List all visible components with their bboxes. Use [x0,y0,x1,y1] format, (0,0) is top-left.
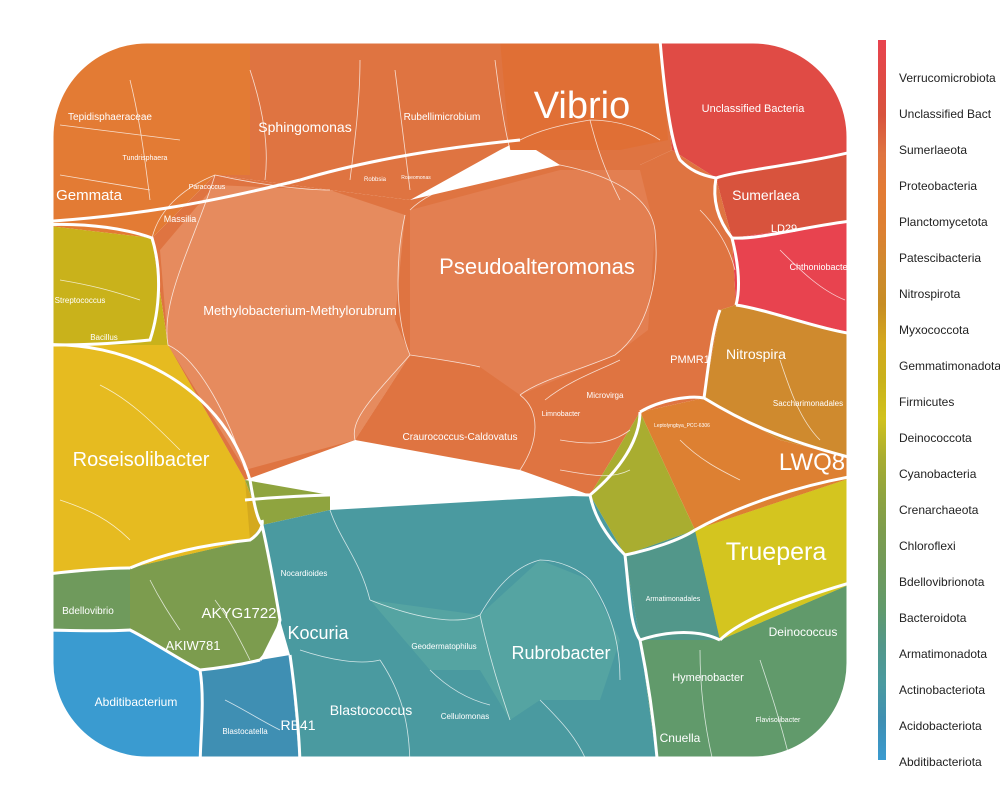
genus-cell [370,560,620,720]
legend-entry: Actinobacteriota [899,683,985,697]
region-firmicutes [52,225,168,345]
genus-cell [52,345,250,575]
region-sumerlaeota [716,150,848,238]
legend-entry: Acidobacteriota [899,719,982,733]
label-roseisolibacter: Roseisolibacter [73,449,210,471]
legend-entry: Firmicutes [899,395,954,409]
genus-cell [695,475,848,640]
region-chloroflexi [130,525,280,670]
label-pseudoalteromonas: Pseudoalteromonas [439,254,635,279]
label-geodermatophilus: Geodermatophilus [411,642,476,651]
label-hymenobacter: Hymenobacter [672,672,744,684]
genus-cell [160,185,410,470]
region-patescibacteria [640,398,848,530]
label-flavisolibacter: Flavisolibacter [756,717,801,724]
region-cyanobacteria [590,412,695,555]
legend-entry: Gemmatimonadota [899,359,1000,373]
legend-entry: Sumerlaeota [899,143,967,157]
legend: Verrucomicrobiota Unclassified Bact Sumerl… [878,40,1000,769]
label-massilia: Massilia [164,214,197,224]
legend-entry: Armatimonadota [899,647,987,661]
label-streptococcus: Streptococcus [55,296,106,305]
label-bacillus: Bacillus [90,333,118,342]
region-bdellovibrionota [52,568,130,630]
treemap-outline [50,40,850,760]
legend-entry: Patescibacteria [899,251,981,265]
label-lwq8: LWQ8 [779,449,845,476]
legend-entry: Nitrospirota [899,287,961,301]
label-leptolyngbya: Leptolyngbya_PCC-6306 [654,423,710,429]
label-deinococcus: Deinococcus [769,625,838,639]
label-sumerlaea: Sumerlaea [732,187,800,203]
legend-entry: Cyanobacteria [899,467,977,481]
legend-entry: Planctomycetota [899,215,988,229]
legend-entry: Deinococcota [899,431,972,445]
label-truepera: Truepera [726,538,827,566]
label-craurococcus: Craurococcus-Caldovatus [402,432,517,443]
label-unclassified-bacteria: Unclassified Bacteria [702,103,806,115]
label-methylobacterium: Methylobacterium-Methylorubrum [203,303,397,318]
legend-entry: Myxococcota [899,323,969,337]
label-tepidisphaeraceae: Tepidisphaeraceae [68,112,152,123]
label-blastococcus: Blastococcus [330,702,412,718]
label-abditibacterium: Abditibacterium [95,695,178,709]
legend-entry: Bdellovibrionota [899,575,985,589]
label-nocardioides: Nocardioides [281,569,328,578]
region-nitrospirota [704,305,848,460]
region-acidobacteriota [200,655,300,758]
genus-cell [410,170,655,395]
label-microvirga: Microvirga [587,391,624,400]
label-rb41: RB41 [280,717,315,733]
region-crenarchaeota [245,480,330,525]
genus-cell [500,42,668,150]
label-rubellimicrobium: Rubellimicrobium [404,112,481,123]
label-limnobacter: Limnobacter [542,411,581,418]
region-armatimonadota [625,530,720,640]
region-verrucomicrobiota [732,220,848,335]
legend-entry: Crenarchaeota [899,503,979,517]
legend-color-bar [878,40,886,760]
legend-entry: Abditibacteriota [899,755,982,769]
label-gemmata: Gemmata [56,187,123,204]
label-ld29: LD29 [771,223,797,235]
region-bacteroidota [640,580,848,758]
label-nitrospira: Nitrospira [726,346,786,362]
treemap-cells [52,42,848,758]
label-roseomonas: Roseomonas [401,175,431,181]
label-pmmr1: PMMR1 [670,354,710,366]
label-rubrobacter: Rubrobacter [511,643,610,663]
legend-entry: Chloroflexi [899,539,956,553]
legend-entry: Bacteroidota [899,611,967,625]
label-kocuria: Kocuria [287,623,349,643]
label-armatimonadales: Armatimonadales [646,596,701,603]
genus-borders [59,59,846,758]
region-proteobacteria [215,42,500,200]
label-cellulomonas: Cellulomonas [441,712,489,721]
label-sphingomonas: Sphingomonas [258,119,351,135]
phylum-borders [52,42,848,758]
label-paracoccus: Paracoccus [189,184,226,191]
label-robbsia: Robbsia [364,177,387,183]
legend-entry: Verrucomicrobiota [899,71,996,85]
label-akyg1722: AKYG1722 [201,605,276,622]
label-bdellovibrio: Bdellovibrio [62,606,114,617]
label-akiw781: AKIW781 [166,638,221,653]
label-blastocatella: Blastocatella [222,727,268,736]
label-chthoniobacter: Chthoniobacter [789,262,850,272]
label-saccharimonadales: Saccharimonadales [773,399,843,408]
legend-entry: Unclassified Bact [899,107,992,121]
legend-entry: Proteobacteria [899,179,977,193]
label-cnuella: Cnuella [660,731,701,745]
label-vibrio: Vibrio [534,85,630,127]
region-unclassified-bacteria [660,42,848,178]
region-planctomycetota [52,42,250,238]
cell-labels: Vibrio Pseudoalteromonas Methylobacteriu… [55,85,851,745]
label-tundrisphaera: Tundrisphaera [123,155,168,162]
